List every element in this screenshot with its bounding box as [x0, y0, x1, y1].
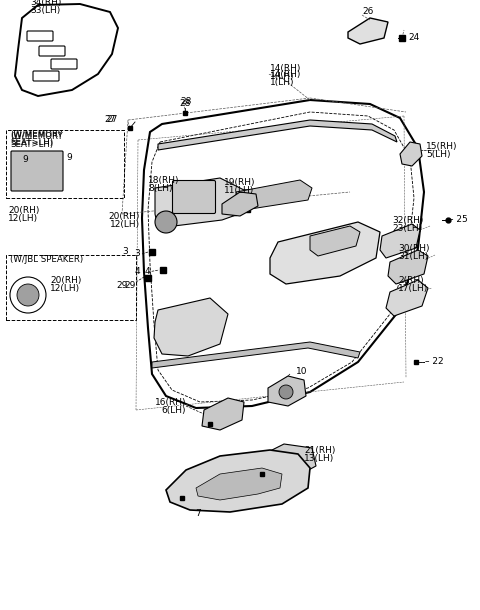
Text: 14(RH): 14(RH) — [270, 70, 301, 79]
Text: 11(LH): 11(LH) — [224, 185, 254, 195]
Polygon shape — [155, 178, 250, 228]
FancyBboxPatch shape — [11, 151, 63, 191]
Text: 20(RH): 20(RH) — [8, 206, 39, 215]
Polygon shape — [380, 224, 420, 258]
Text: – 25: – 25 — [449, 215, 468, 224]
Polygon shape — [270, 222, 380, 284]
Text: 8(LH): 8(LH) — [148, 184, 172, 193]
Text: 21(RH): 21(RH) — [304, 445, 336, 454]
Text: 15(RH): 15(RH) — [426, 142, 457, 151]
Text: 20(RH): 20(RH) — [50, 276, 82, 284]
Text: 14(RH): 14(RH) — [270, 63, 301, 73]
Text: 4: 4 — [134, 268, 140, 276]
Text: (W/MEMORY: (W/MEMORY — [10, 129, 63, 138]
Polygon shape — [152, 342, 360, 368]
Text: 12(LH): 12(LH) — [110, 220, 140, 229]
Text: 26: 26 — [362, 7, 373, 16]
Text: 5(LH): 5(LH) — [426, 149, 451, 159]
Text: 18(RH): 18(RH) — [148, 176, 180, 184]
Polygon shape — [386, 280, 428, 316]
Text: (W/MEMORY: (W/MEMORY — [10, 132, 63, 140]
Text: 27: 27 — [105, 115, 116, 124]
Text: 24: 24 — [408, 34, 419, 43]
Polygon shape — [154, 298, 228, 356]
Text: SEAT>LH): SEAT>LH) — [10, 140, 53, 148]
Polygon shape — [158, 120, 397, 150]
Text: 3: 3 — [122, 248, 128, 256]
Text: 28: 28 — [180, 98, 192, 107]
Text: SEAT>LH): SEAT>LH) — [10, 137, 53, 146]
Text: 23(LH): 23(LH) — [392, 223, 422, 232]
Polygon shape — [388, 250, 428, 284]
Circle shape — [279, 385, 293, 399]
Polygon shape — [236, 180, 312, 210]
Polygon shape — [202, 398, 244, 430]
Circle shape — [155, 211, 177, 233]
Text: 31(LH): 31(LH) — [398, 251, 428, 260]
Circle shape — [17, 284, 39, 306]
Text: 9: 9 — [22, 156, 28, 165]
Text: 12(LH): 12(LH) — [8, 214, 38, 223]
Text: 16(RH): 16(RH) — [155, 398, 186, 406]
Text: 9: 9 — [66, 154, 72, 162]
Text: 29: 29 — [125, 281, 136, 290]
Text: 1(LH): 1(LH) — [270, 71, 295, 81]
Polygon shape — [166, 450, 310, 512]
Text: 6(LH): 6(LH) — [161, 406, 186, 415]
Text: 19(RH): 19(RH) — [224, 178, 255, 187]
Text: 12(LH): 12(LH) — [50, 284, 80, 293]
Text: 1(LH): 1(LH) — [270, 77, 295, 87]
Polygon shape — [268, 376, 306, 406]
Text: 10: 10 — [296, 367, 308, 376]
Polygon shape — [348, 18, 388, 44]
Polygon shape — [310, 226, 360, 256]
Text: 3: 3 — [134, 249, 140, 259]
Polygon shape — [252, 444, 316, 480]
Text: 29: 29 — [117, 281, 128, 290]
Text: 20(RH): 20(RH) — [108, 212, 140, 220]
Text: 27: 27 — [107, 115, 118, 124]
FancyBboxPatch shape — [172, 181, 216, 214]
Text: 13(LH): 13(LH) — [304, 453, 334, 462]
Polygon shape — [196, 468, 282, 500]
Polygon shape — [222, 192, 258, 216]
Polygon shape — [400, 142, 422, 166]
Text: 32(RH): 32(RH) — [392, 215, 423, 224]
Text: – 22: – 22 — [425, 357, 444, 367]
Text: 7: 7 — [195, 509, 201, 518]
Text: 17(LH): 17(LH) — [398, 284, 428, 293]
Text: 28: 28 — [180, 99, 191, 109]
Text: 2(RH): 2(RH) — [398, 276, 424, 284]
Text: 34(RH): 34(RH) — [30, 0, 61, 7]
Text: 30(RH): 30(RH) — [398, 243, 430, 253]
Text: 33(LH): 33(LH) — [30, 5, 60, 15]
Text: (W/JBL SPEAKER): (W/JBL SPEAKER) — [10, 256, 83, 265]
Text: 4: 4 — [144, 268, 150, 276]
